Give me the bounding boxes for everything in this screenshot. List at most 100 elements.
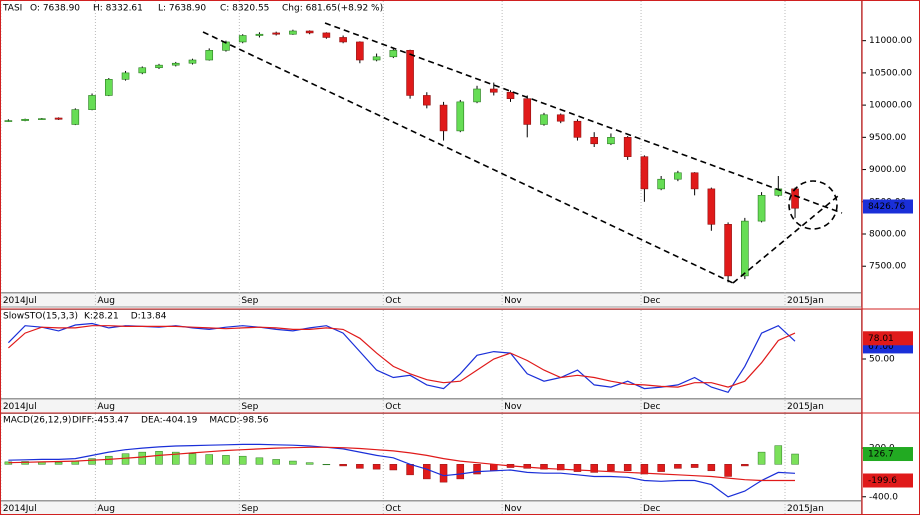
candle-body: [188, 59, 197, 64]
histogram-bar: [138, 451, 147, 465]
candle-body: [322, 32, 331, 38]
value-marker: [863, 473, 913, 488]
candle-body: [255, 33, 264, 36]
x-tick-label: Nov: [504, 402, 522, 412]
change: Chg: 681.65(+8.92 %): [282, 4, 383, 14]
low: L: 7638.90: [158, 4, 206, 14]
candle-body: [741, 220, 749, 277]
series-line: [8, 325, 796, 388]
value-marker-label: 67.00: [868, 342, 894, 352]
candle-body: [356, 41, 364, 61]
histogram-bar: [623, 464, 632, 472]
value-marker-label: -199.6: [868, 476, 897, 486]
histogram-bar: [255, 457, 264, 465]
support-line: [732, 195, 839, 284]
histogram-bar: [54, 462, 63, 465]
candle-body: [590, 137, 598, 145]
x-tick-label: Aug: [97, 296, 115, 306]
highlight-circle: [788, 180, 838, 230]
x-tick-label: 2015Jan: [787, 504, 824, 514]
candle-body: [640, 156, 649, 190]
candle-body: [473, 88, 481, 103]
histogram-bar: [456, 464, 465, 480]
candle-body: [489, 88, 498, 93]
x-tick-label: Dec: [643, 296, 660, 306]
candle-body: [573, 120, 582, 138]
candle-body: [104, 79, 113, 96]
candle-body: [506, 91, 515, 99]
candle-body: [54, 117, 63, 120]
candle-body: [791, 188, 799, 209]
histogram-bar: [171, 451, 180, 465]
date-row: [0, 292, 862, 308]
candle-body: [607, 137, 615, 145]
series-line: [8, 443, 796, 498]
legend-entry: K:28.21: [84, 312, 119, 322]
histogram-bar: [238, 455, 247, 465]
candle-body: [674, 172, 682, 180]
histogram-bar: [590, 464, 598, 473]
histogram-bar: [724, 464, 732, 477]
histogram-bar: [88, 458, 96, 465]
y-tick-label: 50.00: [869, 355, 895, 365]
close: C: 8320.55: [220, 4, 269, 14]
candle-body: [205, 50, 214, 61]
histogram-bar: [573, 464, 582, 472]
x-tick-label: Oct: [385, 402, 401, 412]
histogram-bar: [105, 455, 113, 465]
y-tick-label: 9000.00: [869, 165, 906, 175]
x-tick-label: 2014Jul: [3, 296, 37, 306]
histogram-bar: [607, 464, 615, 472]
candle-body: [71, 109, 80, 125]
x-tick-label: Sep: [241, 402, 258, 412]
y-tick-label: 7500.00: [869, 262, 906, 272]
value-marker: [863, 447, 913, 462]
date-row: [0, 398, 862, 414]
x-tick-label: Dec: [643, 504, 660, 514]
histogram-bar: [205, 454, 213, 465]
candle-body: [238, 35, 247, 43]
histogram-bar: [322, 464, 331, 466]
x-tick-label: 2015Jan: [787, 296, 824, 306]
x-tick-label: Oct: [385, 504, 401, 514]
histogram-bar: [222, 455, 230, 465]
histogram-bar: [741, 464, 749, 467]
symbol: TASI: [2, 4, 22, 14]
open: O: 7638.90: [30, 4, 80, 14]
value-marker-label: 78.01: [868, 334, 894, 344]
candle-body: [423, 95, 431, 106]
histogram-bar: [707, 464, 716, 472]
y-tick-label: -400.0: [869, 492, 898, 502]
histogram-bar: [155, 451, 163, 465]
y-tick-label: 11000.00: [869, 36, 912, 46]
candle-body: [707, 188, 716, 225]
y-tick-label: 9500.00: [869, 133, 906, 143]
x-tick-label: Aug: [97, 402, 115, 412]
x-tick-label: Aug: [97, 504, 115, 514]
candle-body: [406, 50, 414, 96]
candle-body: [439, 104, 448, 132]
candle-body: [305, 30, 314, 34]
panel-frame: [0, 0, 862, 293]
histogram-bar: [121, 453, 130, 465]
candle-body: [138, 67, 147, 74]
panel-title: SlowSTO(15,3,3): [3, 312, 78, 322]
histogram-bar: [188, 453, 197, 465]
histogram-bar: [289, 460, 297, 465]
y-tick-label: 10000.00: [869, 101, 912, 111]
legend-entry: DIFF:-453.47: [72, 416, 129, 426]
candle-body: [657, 178, 665, 190]
high: H: 8332.61: [93, 4, 143, 14]
candle-body: [389, 50, 398, 58]
histogram-bar: [774, 445, 783, 465]
candle-body: [21, 118, 29, 121]
candle-body: [4, 120, 13, 122]
histogram-bar: [356, 464, 364, 469]
date-row: [0, 500, 862, 515]
histogram-bar: [556, 464, 565, 471]
histogram-bar: [406, 464, 414, 476]
candle-body: [222, 41, 230, 51]
histogram-bar: [791, 453, 799, 465]
histogram-bar: [540, 464, 548, 470]
candle-body: [623, 137, 632, 157]
